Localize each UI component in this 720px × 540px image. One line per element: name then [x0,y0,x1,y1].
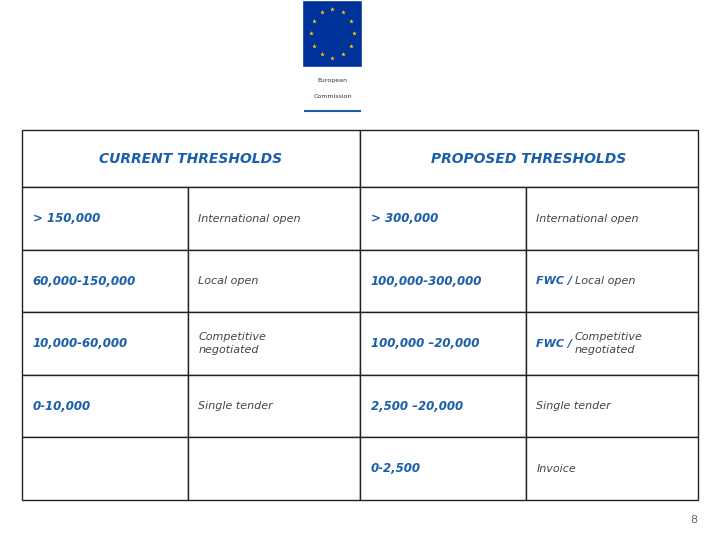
Text: > 300,000: > 300,000 [371,212,438,225]
Text: Supply contracts: Supply contracts [451,56,702,82]
Text: Procurement: Procurement [18,29,240,58]
Text: Commission: Commission [313,94,351,99]
Text: Single tender: Single tender [536,401,611,411]
Bar [22,375,188,437]
Text: 100,000 –20,000: 100,000 –20,000 [371,337,480,350]
Text: 0-10,000: 0-10,000 [33,400,91,413]
Bar [360,437,526,500]
Bar [22,313,188,375]
Bar [188,313,360,375]
Text: Competitive
negotiated: Competitive negotiated [199,333,266,355]
Text: PROPOSED THRESHOLDS: PROPOSED THRESHOLDS [431,152,626,166]
Text: Competitive
negotiated: Competitive negotiated [575,333,643,355]
Bar [526,375,698,437]
Text: International open: International open [536,214,639,224]
Text: Local open: Local open [199,276,258,286]
Text: International open: International open [199,214,301,224]
Bar [526,250,698,313]
Text: European: European [318,78,347,83]
Text: Invoice: Invoice [536,464,576,474]
Text: > 150,000: > 150,000 [33,212,100,225]
Text: 100,000-300,000: 100,000-300,000 [371,275,482,288]
Bar [22,437,188,500]
Bar [188,250,360,313]
Bar [22,250,188,313]
Text: CURRENT THRESHOLDS: CURRENT THRESHOLDS [99,152,282,166]
Text: Single tender: Single tender [199,401,273,411]
Text: 2,500 –20,000: 2,500 –20,000 [371,400,463,413]
Bar [360,250,526,313]
Bar [188,187,360,250]
Text: 8: 8 [690,515,697,525]
Bar [302,0,362,67]
Bar [188,375,360,437]
Bar [360,130,698,187]
Text: 60,000-150,000: 60,000-150,000 [33,275,136,288]
Bar [526,187,698,250]
Bar [526,437,698,500]
Text: 0-2,500: 0-2,500 [371,462,420,475]
Bar [360,375,526,437]
Text: Local open: Local open [575,276,635,286]
Bar [360,187,526,250]
Bar [22,187,188,250]
Text: FWC /: FWC / [536,339,576,349]
Bar [360,313,526,375]
Bar [22,130,360,187]
Text: 10,000-60,000: 10,000-60,000 [33,337,128,350]
Text: FWC /: FWC / [536,276,576,286]
Bar [188,437,360,500]
Text: New thresholds: New thresholds [470,12,702,38]
Bar [526,313,698,375]
